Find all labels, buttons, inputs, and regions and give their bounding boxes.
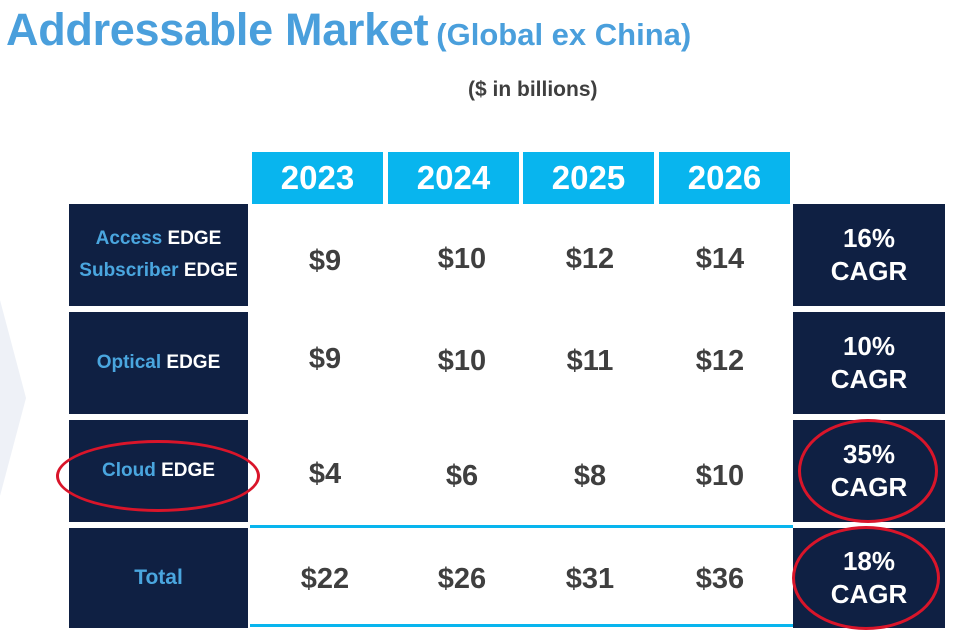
label-white-text: EDGE	[183, 260, 238, 281]
value-cell: $9	[308, 245, 342, 277]
cagr-box: 16% CAGR	[793, 204, 945, 306]
value-cell: $6	[445, 460, 479, 492]
highlight-circle-cloud-edge	[56, 440, 260, 512]
value-cell: $12	[565, 243, 615, 275]
value-cell: $14	[695, 243, 745, 275]
row-label-optical-edge: Optical EDGE	[69, 312, 248, 414]
total-divider-top	[250, 525, 793, 528]
label-line: Optical EDGE	[97, 347, 221, 379]
page-title: Addressable Market (Global ex China)	[6, 4, 691, 56]
label-light-text: Subscriber	[79, 260, 179, 281]
label-line: Subscriber EDGE	[79, 255, 237, 287]
row-label-access-subscriber-edge: Access EDGE Subscriber EDGE	[69, 204, 248, 306]
value-cell: $4	[308, 458, 342, 490]
value-cell: $26	[437, 563, 487, 595]
cagr-label: CAGR	[830, 256, 908, 286]
year-header-2026: 2026	[659, 152, 790, 204]
value-cell: $12	[695, 345, 745, 377]
units-note: ($ in billions)	[468, 78, 598, 101]
cagr-percent: 10%	[842, 331, 896, 361]
highlight-circle-cloud-cagr	[798, 419, 938, 523]
total-label: Total	[134, 566, 183, 589]
label-white-text: EDGE	[167, 228, 222, 249]
value-cell: $22	[300, 563, 350, 595]
highlight-circle-total-cagr	[792, 526, 940, 630]
label-line: Access EDGE	[96, 223, 222, 255]
value-cell: $9	[308, 343, 342, 375]
title-subtitle: (Global ex China)	[436, 17, 692, 52]
label-light-text: Optical	[96, 352, 162, 373]
cagr-percent: 16%	[842, 223, 896, 253]
value-cell: $11	[566, 345, 614, 377]
value-cell: $8	[573, 460, 607, 492]
decorative-chevron-shape	[0, 300, 26, 496]
value-cell: $10	[695, 460, 745, 492]
value-cell: $36	[695, 563, 745, 595]
year-header-2025: 2025	[523, 152, 654, 204]
year-header-2023: 2023	[252, 152, 383, 204]
value-cell: $10	[437, 345, 487, 377]
total-divider-bottom	[250, 624, 793, 627]
label-white-text: EDGE	[166, 352, 221, 373]
cagr-label: CAGR	[830, 364, 908, 394]
value-cell: $31	[565, 563, 615, 595]
title-main: Addressable Market	[6, 4, 429, 55]
label-light-text: Access	[95, 228, 163, 249]
cagr-box: 10% CAGR	[793, 312, 945, 414]
row-label-total: Total	[69, 528, 248, 628]
value-cell: $10	[437, 243, 487, 275]
year-header-2024: 2024	[388, 152, 519, 204]
